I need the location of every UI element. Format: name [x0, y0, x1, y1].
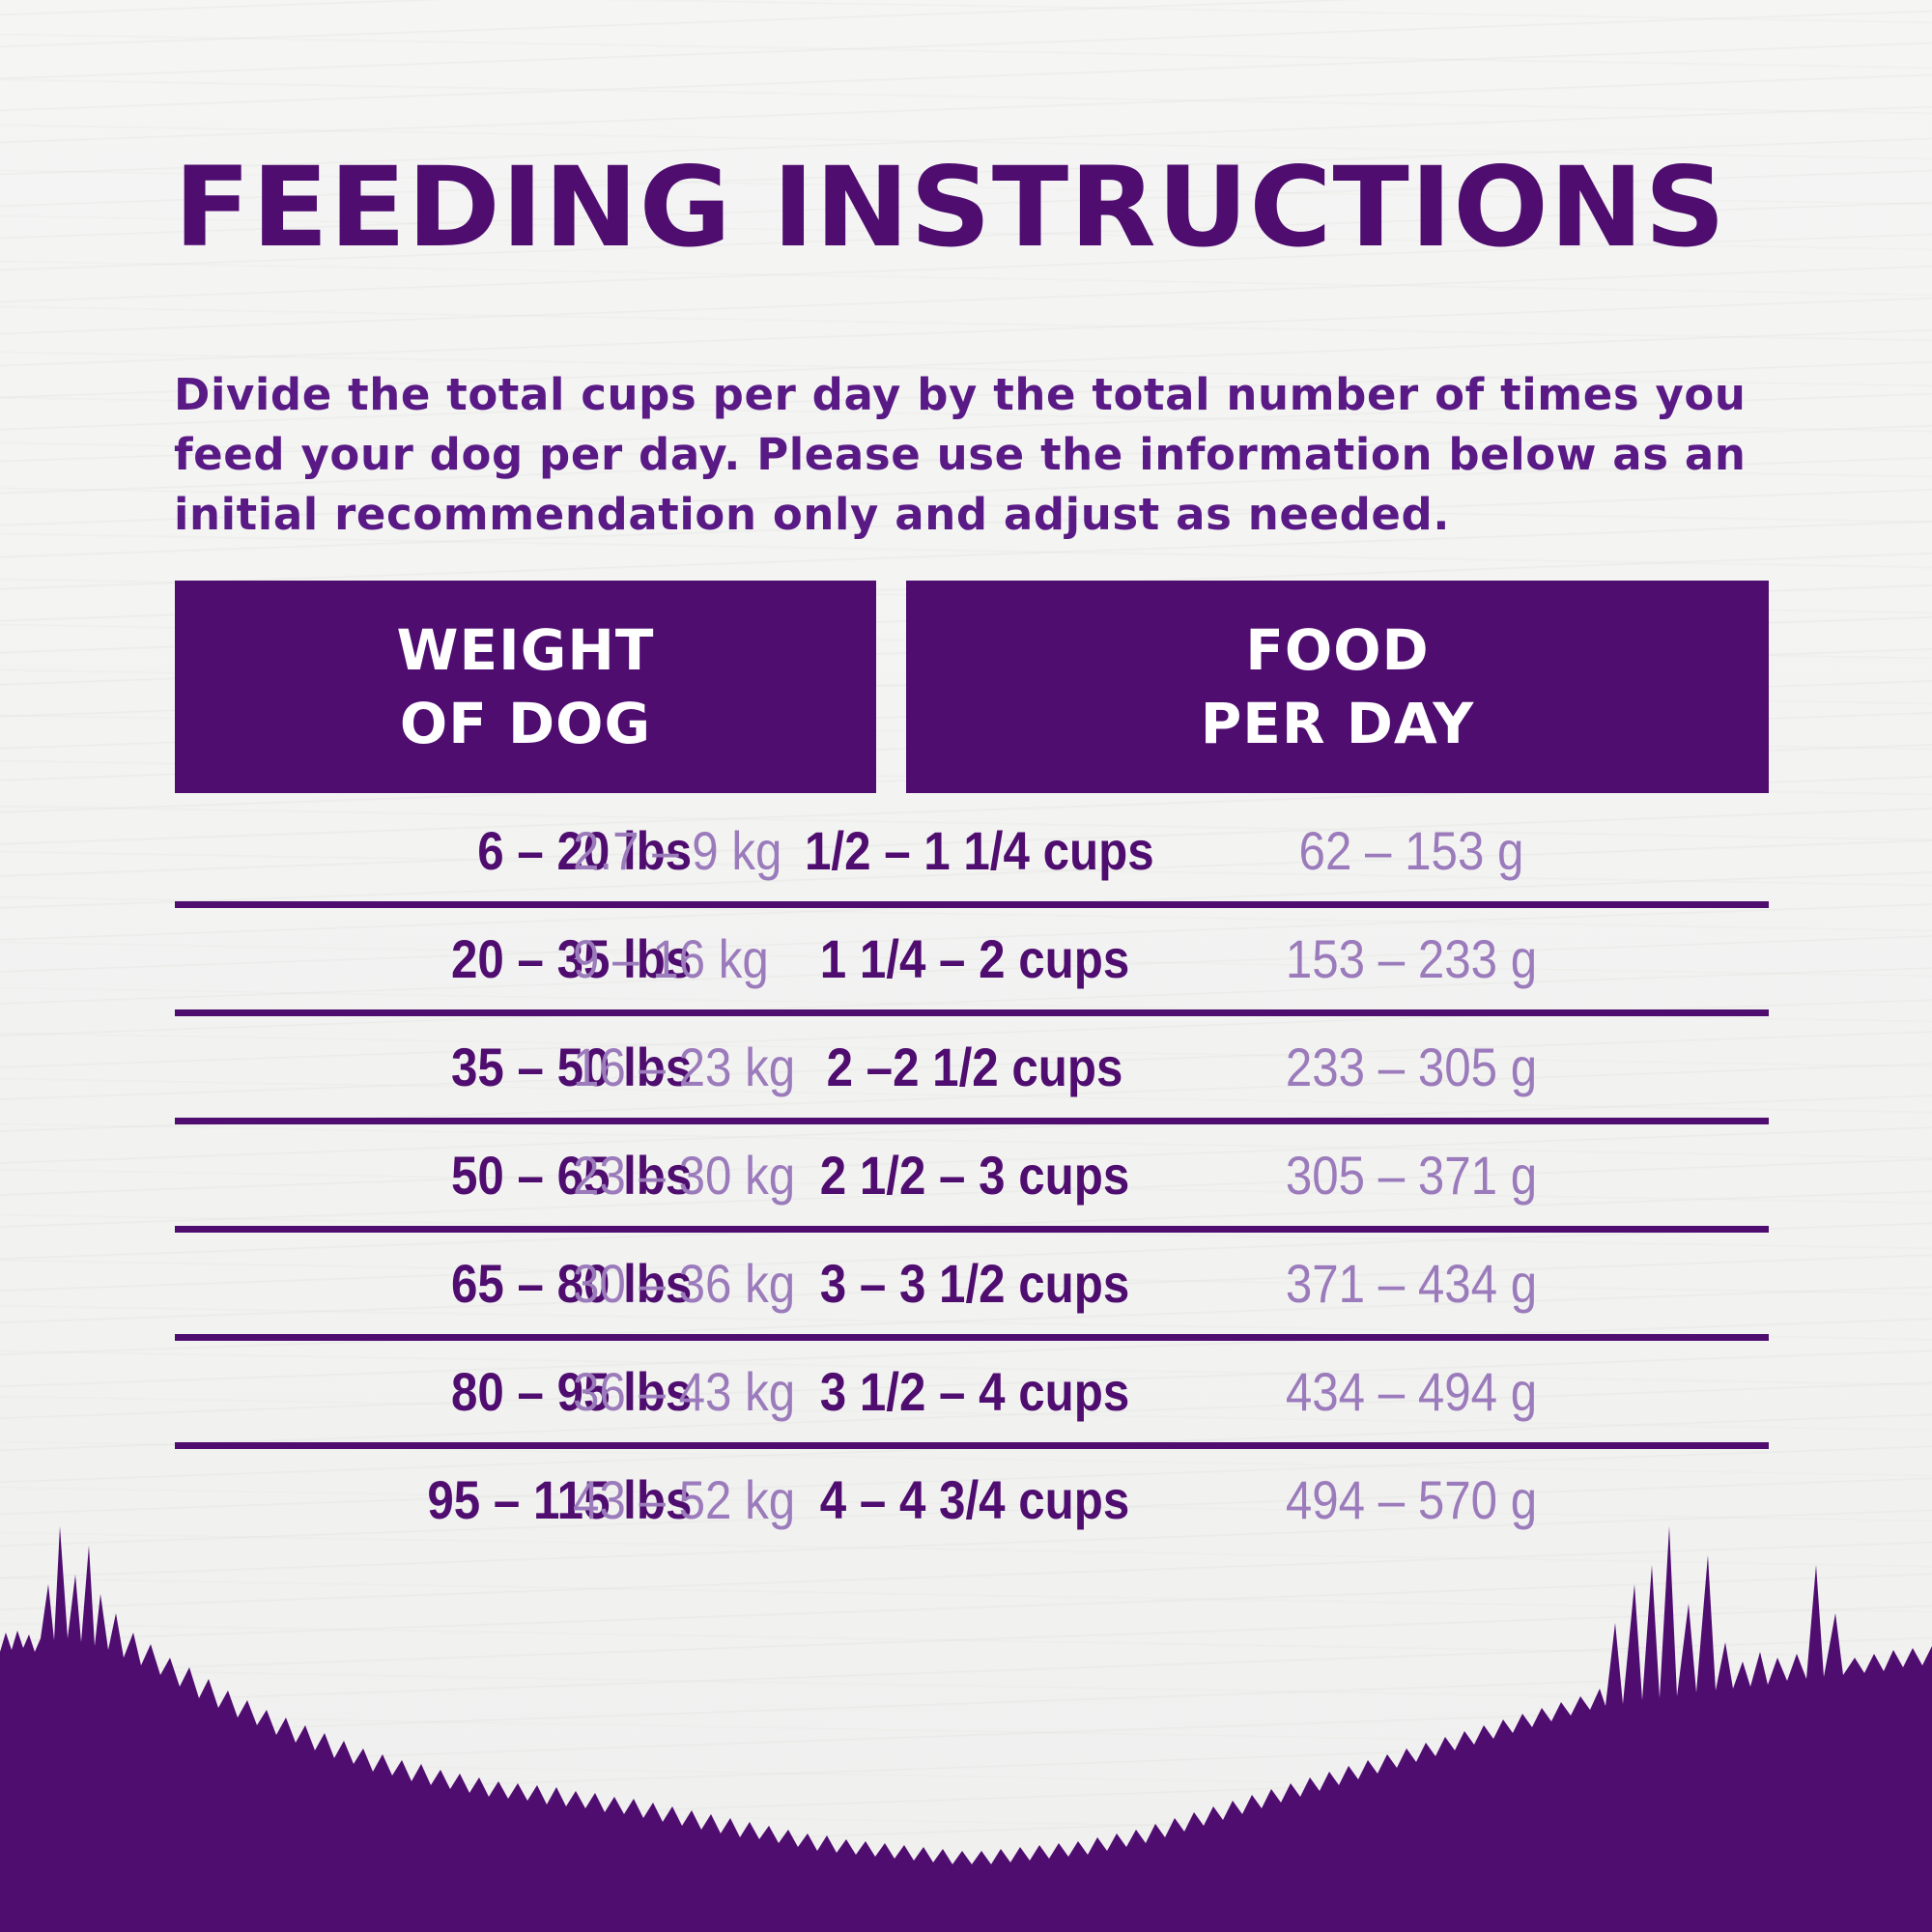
row-divider — [175, 901, 1769, 908]
weight-kg-cell: 36 – 43 kg — [573, 1361, 796, 1422]
food-cups-cell: 3 – 3 1/2 cups — [819, 1253, 1130, 1314]
row-divider — [175, 1226, 1769, 1233]
food-grams-cell: 494 – 570 g — [1285, 1469, 1538, 1530]
table-row: 35 – 50 lbs 16 – 23 kg 2 –2 1/2 cups 233… — [175, 1016, 1769, 1124]
table-row: 20 – 35 lbs 9 – 16 kg 1 1/4 – 2 cups 153… — [175, 908, 1769, 1016]
food-grams-cell: 62 – 153 g — [1298, 820, 1524, 881]
weight-header-line1: WEIGHT — [396, 617, 655, 683]
food-grams-cell: 233 – 305 g — [1285, 1037, 1538, 1097]
weight-lbs-cell: 6 – 20 lbs — [477, 820, 692, 881]
food-grams-cell: 305 – 371 g — [1285, 1145, 1538, 1206]
food-grams-cell: 371 – 434 g — [1285, 1253, 1538, 1314]
food-cups-cell: 4 – 4 3/4 cups — [819, 1469, 1130, 1530]
food-header-line2: PER DAY — [1200, 691, 1475, 756]
weight-kg-cell: 9 – 16 kg — [573, 928, 769, 989]
table-row: 50 – 65 lbs 23 – 30 kg 2 1/2 – 3 cups 30… — [175, 1124, 1769, 1233]
food-column-header: FOOD PER DAY — [906, 581, 1769, 793]
row-divider — [175, 1442, 1769, 1449]
table-row: 65 – 80 lbs 30 – 36 kg 3 – 3 1/2 cups 37… — [175, 1233, 1769, 1341]
weight-header-line2: OF DOG — [399, 691, 652, 756]
table-row: 6 – 20 lbs 2.7 – 9 kg 1/2 – 1 1/4 cups 6… — [175, 800, 1769, 908]
weight-kg-cell: 23 – 30 kg — [573, 1145, 796, 1206]
food-cups-cell: 2 1/2 – 3 cups — [819, 1145, 1130, 1206]
grass-silhouette-icon — [0, 1526, 1932, 1932]
weight-lbs-cell: 35 – 50 lbs — [450, 1037, 692, 1097]
food-grams-cell: 434 – 494 g — [1285, 1361, 1538, 1422]
weight-kg-cell: 2.7 – 9 kg — [573, 820, 782, 881]
row-divider — [175, 1009, 1769, 1016]
weight-kg-cell: 16 – 23 kg — [573, 1037, 796, 1097]
weight-kg-cell: 30 – 36 kg — [573, 1253, 796, 1314]
weight-lbs-cell: 65 – 80 lbs — [450, 1253, 692, 1314]
food-cups-cell: 1 1/4 – 2 cups — [819, 928, 1130, 989]
food-grams-cell: 153 – 233 g — [1285, 928, 1538, 989]
weight-lbs-cell: 20 – 35 lbs — [450, 928, 692, 989]
table-row: 80 – 95 lbs 36 – 43 kg 3 1/2 – 4 cups 43… — [175, 1341, 1769, 1449]
weight-lbs-cell: 50 – 65 lbs — [450, 1145, 692, 1206]
food-header-line1: FOOD — [1245, 617, 1430, 683]
row-divider — [175, 1118, 1769, 1124]
weight-lbs-cell: 80 – 95 lbs — [450, 1361, 692, 1422]
table-row: 95 – 115 lbs 43 – 52 kg 4 – 4 3/4 cups 4… — [175, 1449, 1769, 1557]
weight-kg-cell: 43 – 52 kg — [573, 1469, 796, 1530]
food-cups-cell: 1/2 – 1 1/4 cups — [805, 820, 1154, 881]
page-title: FEEDING INSTRUCTIONS — [174, 143, 1727, 271]
intro-paragraph: Divide the total cups per day by the tot… — [174, 369, 1747, 540]
weight-lbs-cell: 95 – 115 lbs — [426, 1469, 692, 1530]
food-cups-cell: 3 1/2 – 4 cups — [819, 1361, 1130, 1422]
food-cups-cell: 2 –2 1/2 cups — [826, 1037, 1123, 1097]
row-divider — [175, 1334, 1769, 1341]
feeding-table-body: 6 – 20 lbs 2.7 – 9 kg 1/2 – 1 1/4 cups 6… — [175, 800, 1769, 1557]
weight-column-header: WEIGHT OF DOG — [175, 581, 876, 793]
